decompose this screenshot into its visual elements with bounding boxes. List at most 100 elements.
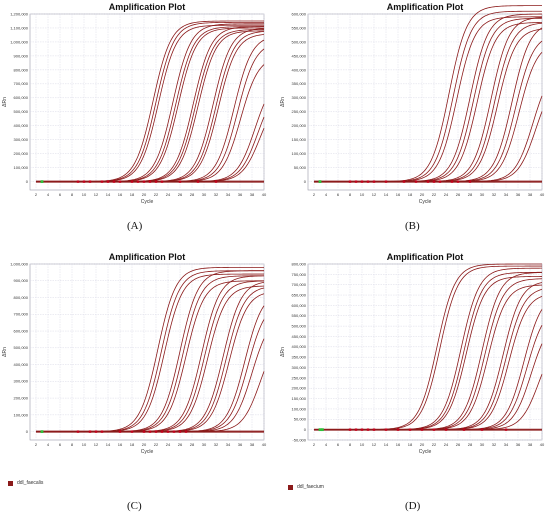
chart-a-x-axis-label: Cycle (141, 199, 154, 205)
chart-a-ct-marker (160, 180, 164, 183)
chart-a-ct-marker (136, 180, 140, 183)
chart-d-x-tick-label: 30 (480, 442, 485, 447)
caption-d: (D) (405, 500, 421, 512)
chart-a-ct-marker (88, 180, 92, 183)
chart-b-x-tick-label: 28 (468, 192, 473, 197)
chart-a-y-tick-label: 100,000 (14, 165, 29, 170)
chart-a-x-tick-label: 32 (214, 192, 219, 197)
chart-c-y-tick-label: 100,000 (14, 412, 29, 417)
chart-b-x-tick-label: 24 (444, 192, 449, 197)
chart-d-y-tick-label: 800,000 (292, 261, 307, 266)
chart-d-y-tick-label: 400,000 (292, 344, 307, 349)
chart-d-x-tick-label: 34 (504, 442, 509, 447)
chart-b-y-tick-label: 0 (304, 179, 307, 184)
chart-d-curve (314, 374, 543, 431)
chart-a-ct-marker (148, 180, 152, 183)
chart-b-x-tick-label: 38 (528, 192, 533, 197)
chart-d-ntc-marker (318, 428, 322, 432)
chart-d-ct-marker (432, 428, 436, 431)
legend-c: ddl_faecalis (8, 480, 43, 486)
chart-a-y-axis-label: ΔRn (2, 97, 8, 107)
chart-a-x-tick-label: 4 (47, 192, 50, 197)
chart-d-y-tick-label: 750,000 (292, 272, 307, 277)
chart-c-y-tick-label: 800,000 (14, 295, 29, 300)
chart-a-ct-marker (214, 180, 218, 183)
chart-b-ct-marker (354, 180, 358, 183)
chart-a-x-tick-label: 6 (59, 192, 62, 197)
chart-b-y-tick-label: 350,000 (292, 81, 307, 86)
chart-c-x-tick-label: 30 (202, 442, 207, 447)
chart-d-x-tick-label: 28 (468, 442, 473, 447)
chart-d-y-tick-label: 600,000 (292, 303, 307, 308)
chart-d-y-tick-label: -50,000 (292, 437, 306, 442)
chart-b-y-tick-label: 600,000 (292, 11, 307, 16)
chart-c-y-tick-label: 600,000 (14, 328, 29, 333)
chart-a-ct-marker (100, 180, 104, 183)
chart-b-x-tick-label: 34 (504, 192, 509, 197)
chart-d-ct-marker (372, 428, 376, 431)
chart-c-title: Amplification Plot (109, 252, 186, 262)
chart-c-ct-marker (178, 430, 182, 433)
chart-d-ct-marker (384, 428, 388, 431)
chart-c-ct-marker (118, 430, 122, 433)
chart-d-ct-marker (420, 428, 424, 431)
chart-c-x-tick-label: 20 (142, 442, 147, 447)
chart-b-title: Amplification Plot (387, 2, 464, 12)
panel-b: Amplification Plot 2 4 6 8 10 12 14 16 18 20 22 24 26… (278, 0, 550, 218)
chart-d-y-tick-label: 50,000 (294, 417, 307, 422)
chart-a-x-tick-label: 24 (166, 192, 171, 197)
chart-c-x-tick-label: 38 (250, 442, 255, 447)
chart-b-x-tick-label: 22 (432, 192, 437, 197)
chart-b-y-tick-label: 250,000 (292, 109, 307, 114)
legend-d: ddl_faecium (288, 484, 324, 490)
chart-d-x-tick-label: 16 (396, 442, 401, 447)
chart-a-x-tick-label: 12 (94, 192, 99, 197)
chart-b-x-tick-label: 8 (349, 192, 352, 197)
chart-c-y-tick-label: 200,000 (14, 395, 29, 400)
chart-c-x-tick-label: 28 (190, 442, 195, 447)
chart-d-x-tick-label: 22 (432, 442, 437, 447)
chart-c-y-axis-label: ΔRn (2, 347, 8, 357)
chart-b-x-tick-label: 30 (480, 192, 485, 197)
chart-d-ct-marker (408, 428, 412, 431)
chart-a-x-tick-label: 20 (142, 192, 147, 197)
chart-b-ct-marker (456, 180, 460, 183)
chart-d-y-tick-label: 200,000 (292, 386, 307, 391)
chart-a-y-tick-label: 300,000 (14, 137, 29, 142)
chart-b-y-tick-label: 400,000 (292, 67, 307, 72)
chart-d-x-tick-label: 32 (492, 442, 497, 447)
caption-b: (B) (405, 220, 420, 232)
chart-c-x-tick-label: 10 (82, 442, 87, 447)
chart-b-ct-marker (438, 180, 442, 183)
panel-a: Amplification Plot 2 4 6 8 10 12 14 16 18 20 22 24 26… (0, 0, 272, 218)
chart-c-x-tick-label: 14 (106, 442, 111, 447)
chart-d-ct-marker (354, 428, 358, 431)
chart-c-x-tick-label: 12 (94, 442, 99, 447)
chart-c-ct-marker (184, 430, 188, 433)
chart-c-y-tick-label: 900,000 (14, 278, 29, 283)
chart-b-x-tick-label: 16 (396, 192, 401, 197)
chart-b-ntc-marker (318, 180, 322, 184)
chart-a-x-tick-label: 16 (118, 192, 123, 197)
chart-a-x-tick-label: 28 (190, 192, 195, 197)
chart-b-ct-marker (468, 180, 472, 183)
chart-a-ct-marker (142, 180, 146, 183)
chart-d-x-tick-label: 8 (349, 442, 352, 447)
chart-a-plot-area (29, 13, 265, 191)
chart-a-x-tick-label: 22 (154, 192, 159, 197)
chart-c-y-tick-label: 0 (26, 429, 29, 434)
chart-b-ct-marker (366, 180, 370, 183)
chart-c-ct-marker (172, 430, 176, 433)
legend-swatch (8, 480, 13, 486)
chart-a-ct-marker (154, 180, 158, 183)
chart-c-ct-marker (76, 430, 80, 433)
chart-b-x-tick-label: 10 (360, 192, 365, 197)
chart-d-x-tick-label: 2 (313, 442, 316, 447)
chart-c-x-tick-label: 24 (166, 442, 171, 447)
chart-c-x-tick-label: 18 (130, 442, 135, 447)
chart-c-ct-marker (148, 430, 152, 433)
chart-b-x-tick-label: 4 (325, 192, 328, 197)
chart-d-y-tick-label: 100,000 (292, 406, 307, 411)
